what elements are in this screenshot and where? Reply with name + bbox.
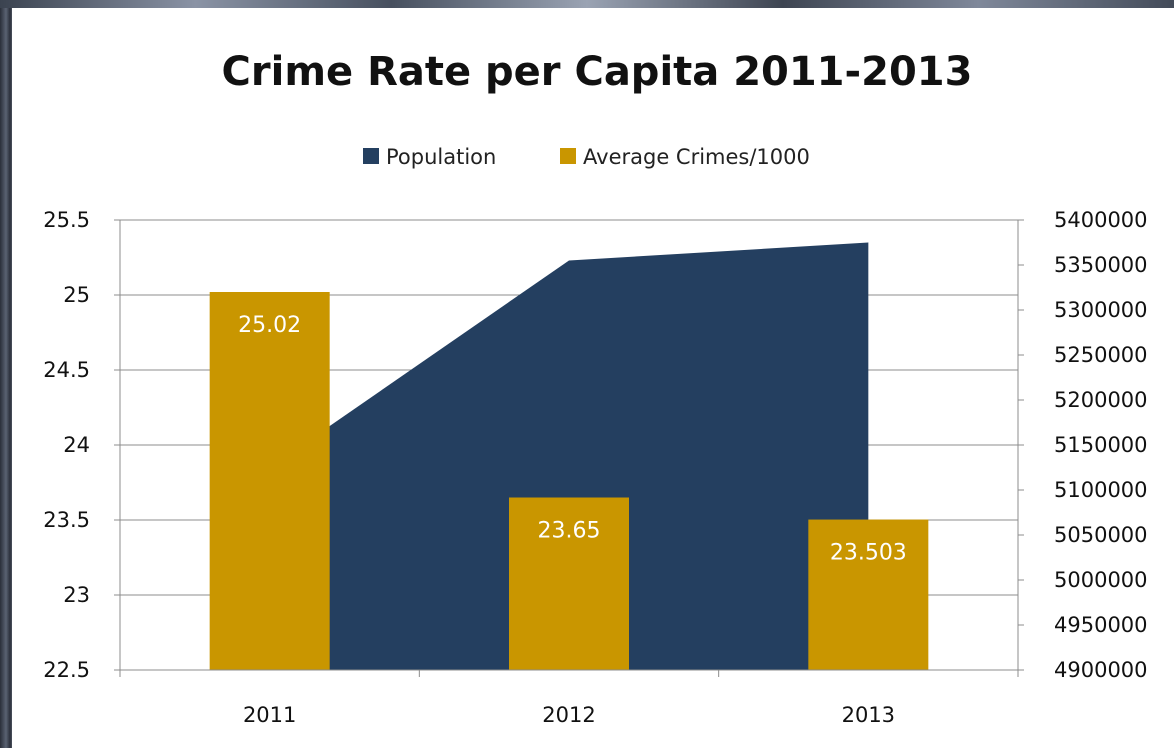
legend-label-average-crimes: Average Crimes/1000	[583, 145, 810, 169]
right-tick-label-1: 4950000	[1054, 613, 1148, 637]
data-label-2013: 23.503	[830, 541, 907, 566]
right-tick-label-9: 5350000	[1054, 253, 1148, 277]
population-area	[269, 242, 869, 670]
right-tick-label-3: 5050000	[1054, 523, 1148, 547]
legend-label-population: Population	[386, 145, 496, 169]
x-tick-label-2013: 2013	[842, 703, 895, 727]
right-axis-tick-labels: 4900000 4950000 5000000 5050000 5100000 51500…	[1054, 208, 1148, 682]
right-tick-label-6: 5200000	[1054, 388, 1148, 412]
data-labels-layer: 25.02 23.65 23.503	[238, 313, 907, 566]
left-tick-label-6: 25.5	[43, 208, 90, 232]
bar-2012	[509, 497, 629, 670]
bar-2011	[209, 292, 330, 670]
left-tick-label-5: 25	[63, 283, 90, 307]
crime-bars-layer	[209, 292, 929, 670]
legend-swatch-population	[363, 148, 379, 164]
x-tick-label-2012: 2012	[542, 703, 595, 727]
right-tick-label-0: 4900000	[1054, 658, 1148, 682]
axes	[114, 219, 1024, 677]
left-axis-tick-labels: 22.5 23 23.5 24 24.5 25 25.5	[43, 208, 90, 682]
left-tick-label-0: 22.5	[43, 658, 90, 682]
left-tick-label-4: 24.5	[43, 358, 90, 382]
right-tick-label-5: 5150000	[1054, 433, 1148, 457]
left-tick-label-3: 24	[63, 433, 90, 457]
bar-2013	[808, 519, 929, 670]
legend: Population Average Crimes/1000	[363, 145, 810, 169]
left-tick-label-2: 23.5	[43, 508, 90, 532]
right-tick-label-2: 5000000	[1054, 568, 1148, 592]
left-tick-label-1: 23	[63, 583, 90, 607]
right-tick-label-10: 5400000	[1054, 208, 1148, 232]
x-axis-tick-labels: 2011 2012 2013	[243, 703, 895, 727]
right-tick-label-4: 5100000	[1054, 478, 1148, 502]
x-tick-label-2011: 2011	[243, 703, 296, 727]
right-tick-label-7: 5250000	[1054, 343, 1148, 367]
background-photo-strip	[0, 0, 1174, 8]
data-label-2011: 25.02	[238, 313, 301, 338]
right-tick-label-8: 5300000	[1054, 298, 1148, 322]
data-label-2012: 23.65	[538, 519, 601, 544]
chart-title: Crime Rate per Capita 2011-2013	[222, 49, 973, 95]
legend-swatch-average-crimes	[560, 148, 576, 164]
